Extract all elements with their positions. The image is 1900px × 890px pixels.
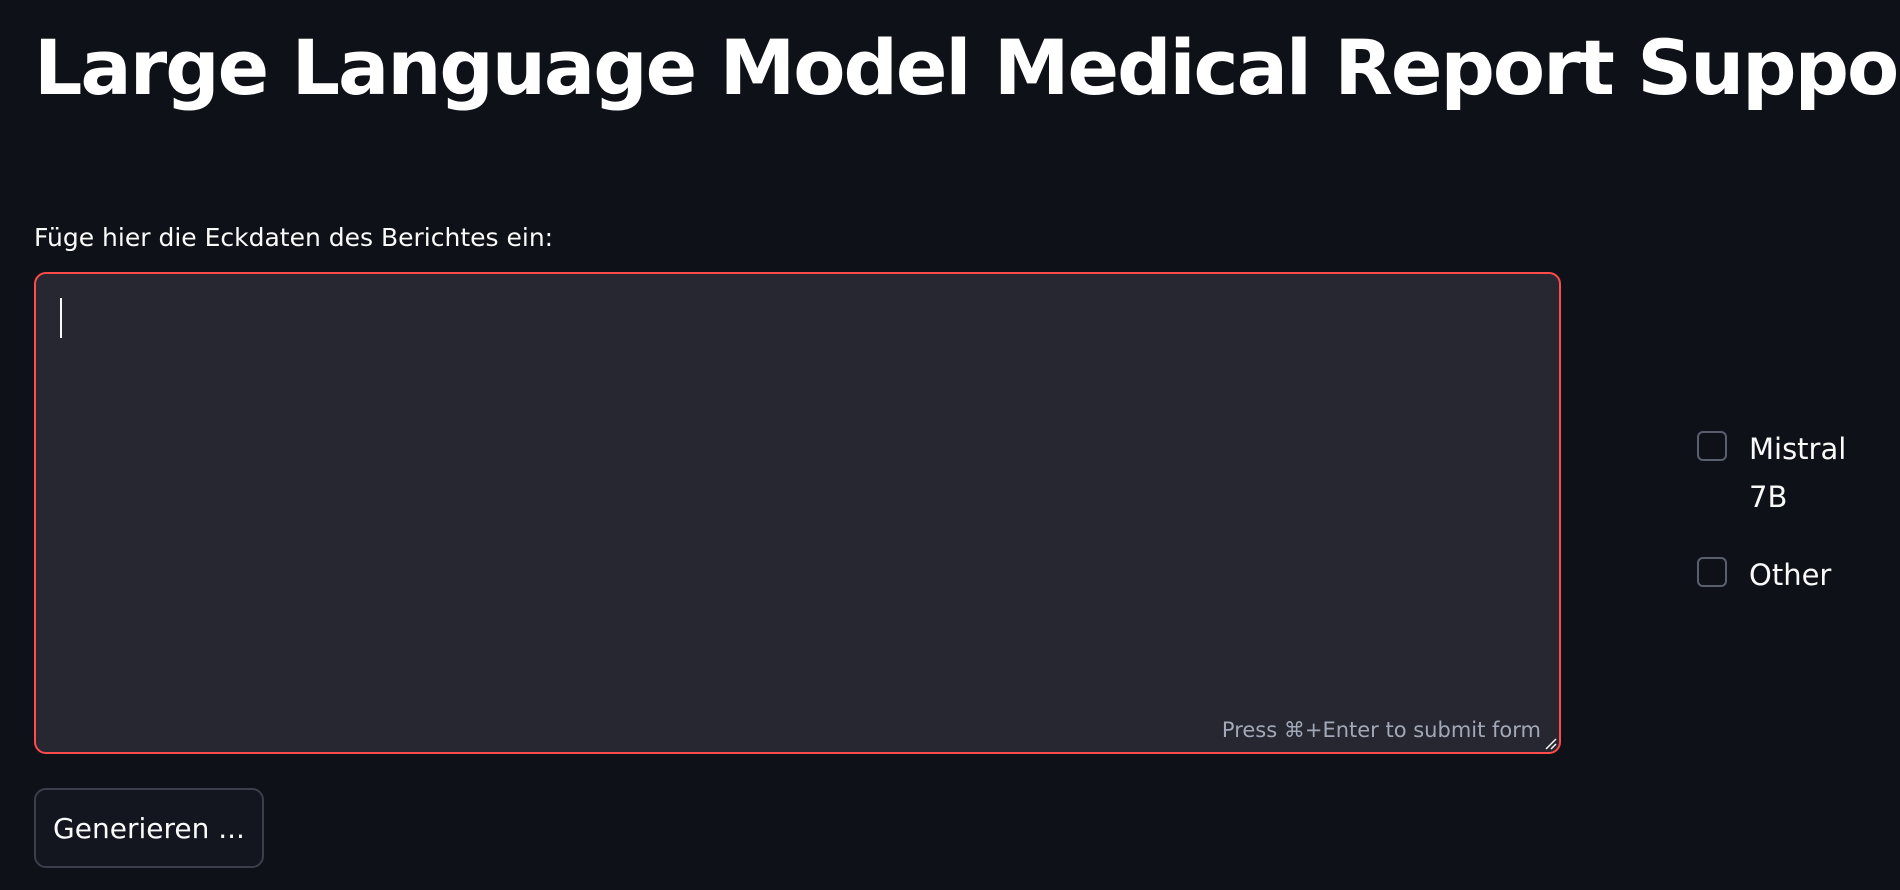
generate-button[interactable]: Generieren ...	[34, 788, 264, 868]
report-data-textarea-container: Press ⌘+Enter to submit form	[34, 272, 1561, 754]
resize-handle-icon[interactable]	[1543, 736, 1557, 750]
mistral-7b-label: Mistral 7B	[1749, 432, 1847, 514]
report-data-label: Füge hier die Eckdaten des Berichtes ein…	[34, 223, 554, 252]
text-caret	[60, 298, 62, 338]
model-option-mistral-7b[interactable]: Mistral 7B	[1697, 425, 1897, 521]
page-title: Large Language Model Medical Report Supp…	[34, 23, 1900, 112]
report-data-textarea[interactable]	[36, 274, 1559, 752]
model-options: Mistral 7B Other	[1697, 425, 1897, 599]
other-label: Other	[1749, 558, 1832, 592]
model-option-other[interactable]: Other	[1697, 551, 1897, 599]
mistral-7b-checkbox[interactable]	[1697, 431, 1727, 461]
submit-hint: Press ⌘+Enter to submit form	[1221, 718, 1541, 742]
other-checkbox[interactable]	[1697, 557, 1727, 587]
